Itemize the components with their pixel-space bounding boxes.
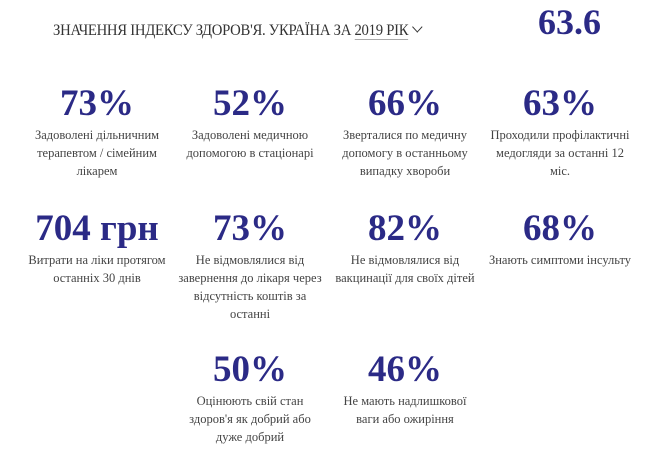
stat-label: Знають симптоми інсульту [488,253,632,267]
stat-label: Не відмовлялися від завернення до лікаря… [178,253,322,321]
stat-card: 66% Зверталися по медичну допомогу в оста… [325,84,485,180]
stat-card: 73% Не відмовлялися від завернення до лік… [170,209,330,323]
stat-label: Зверталися по медичну допомогу в останнь… [342,128,468,178]
stat-value: 73% [60,83,134,124]
title-text: ЗНАЧЕННЯ ІНДЕКСУ ЗДОРОВ'Я. УКРАЇНА ЗА [53,22,352,39]
stat-card: 82% Не відмовлялися від вакцинації для св… [325,209,485,287]
stat-label: Не відмовлялися від вакцинації для своїх… [335,253,475,285]
stat-value: 82% [368,208,442,249]
stat-label: Задоволені медичною допомогою в стаціона… [186,128,314,160]
chevron-down-icon[interactable] [412,21,423,33]
stat-value: 704 грн [35,208,159,249]
stat-label: Оцінюють свій стан здоров'я як добрий аб… [189,394,311,444]
stat-card: 68% Знають симптоми інсульту [480,209,640,269]
stat-value: 52% [213,83,287,124]
stat-card: 46% Не мають надлишкової ваги або ожирінн… [325,350,485,428]
stat-card: 73% Задоволені дільничним терапевтом / сі… [17,84,177,180]
stat-label: Задоволені дільничним терапевтом / сімей… [34,128,160,178]
stat-label: Проходили профілактичні медогляди за ост… [490,128,630,178]
page-title: ЗНАЧЕННЯ ІНДЕКСУ ЗДОРОВ'Я. УКРАЇНА ЗА 20… [53,21,423,40]
stat-value: 63% [523,83,597,124]
stat-value: 50% [213,349,287,390]
stat-label: Витрати на ліки протягом останніх 30 дні… [28,253,166,285]
year-select[interactable]: 2019 РІК [354,22,409,40]
stat-label: Не мають надлишкової ваги або ожиріння [343,394,467,426]
stat-value: 68% [523,208,597,249]
stat-card: 50% Оцінюють свій стан здоров'я як добрий… [170,350,330,446]
stat-value: 73% [213,208,287,249]
stat-card: 63% Проходили профілактичні медогляди за … [480,84,640,180]
stat-card: 52% Задоволені медичною допомогою в стаці… [170,84,330,162]
stat-value: 66% [368,83,442,124]
stat-card: 704 грн Витрати на ліки протягом останніх… [17,209,177,287]
health-index-value: 63.6 [538,2,601,42]
stat-value: 46% [368,349,442,390]
